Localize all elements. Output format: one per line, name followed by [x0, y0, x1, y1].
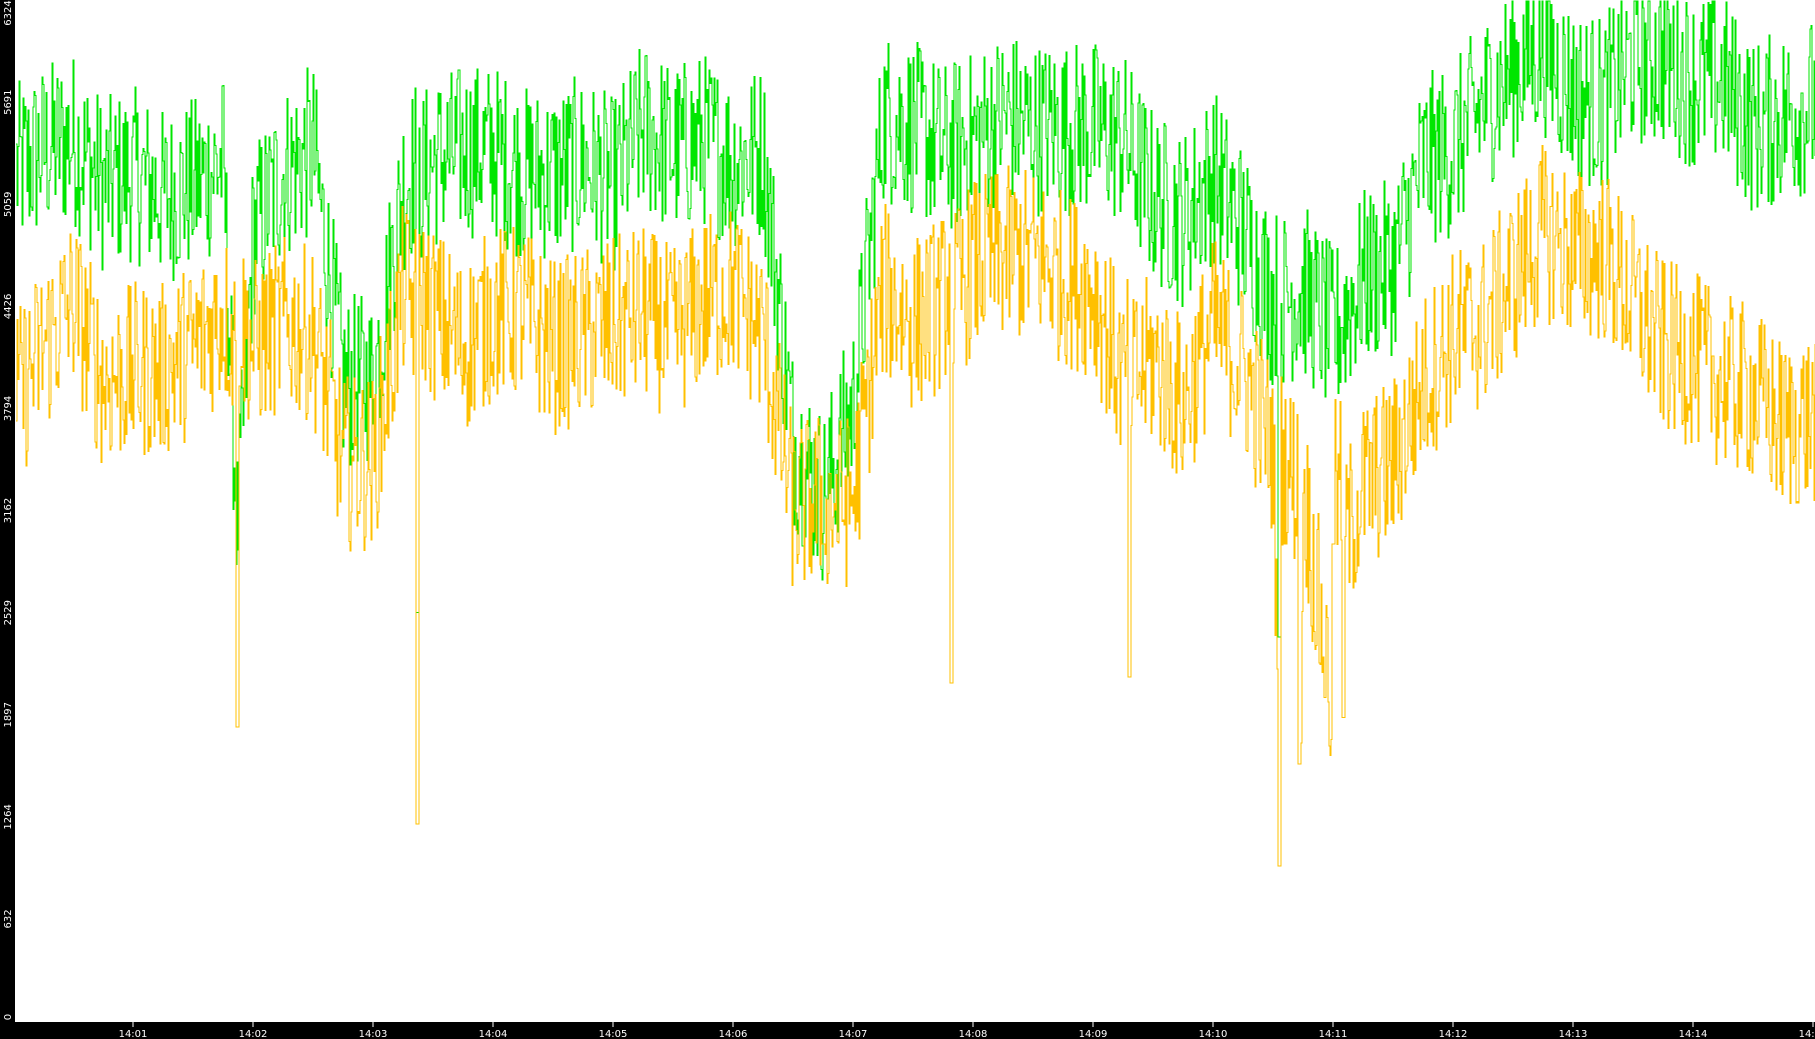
- series-line-2: [16, 145, 1815, 867]
- x-tick-label: 14:08: [959, 1029, 988, 1039]
- x-axis-strip: [0, 1022, 1815, 1039]
- y-tick-label: 4426: [3, 294, 14, 319]
- series-layer: [16, 0, 1815, 867]
- x-tick-label: 14:14: [1679, 1029, 1708, 1039]
- y-tick-label: 5059: [3, 192, 14, 217]
- x-tick-label: 14:12: [1439, 1029, 1468, 1039]
- y-tick-label: 2529: [3, 600, 14, 625]
- x-tick-label: 14:15: [1799, 1029, 1815, 1039]
- x-tick-label: 14:11: [1319, 1029, 1348, 1039]
- x-axis: 14:01 14:02 14:03 14:04 14:05 14:06 14:07 14:08…: [119, 1022, 1815, 1039]
- x-tick-label: 14:02: [239, 1029, 268, 1039]
- y-tick-label: 3162: [3, 498, 14, 523]
- x-tick-label: 14:06: [719, 1029, 748, 1039]
- x-tick-label: 14:13: [1559, 1029, 1588, 1039]
- y-tick-label: 3794: [3, 396, 14, 421]
- x-tick-label: 14:01: [119, 1029, 148, 1039]
- y-tick-label: 0: [3, 1014, 14, 1020]
- y-axis-strip: [0, 0, 15, 1039]
- y-axis: 0 632 1264 1897 2529 3162 3794 4426 5059 5691 6324: [3, 0, 14, 1020]
- series-line-1: [16, 0, 1815, 638]
- x-tick-label: 14:07: [839, 1029, 868, 1039]
- x-tick-label: 14:03: [359, 1029, 388, 1039]
- y-tick-label: 1897: [3, 702, 14, 727]
- x-tick-label: 14:10: [1199, 1029, 1228, 1039]
- x-tick-label: 14:09: [1079, 1029, 1108, 1039]
- y-tick-label: 1264: [3, 804, 14, 829]
- y-tick-label: 5691: [3, 89, 14, 114]
- x-tick-label: 14:04: [479, 1029, 508, 1039]
- y-tick-label: 6324: [3, 0, 14, 25]
- x-tick-label: 14:05: [599, 1029, 628, 1039]
- y-tick-label: 632: [3, 909, 14, 928]
